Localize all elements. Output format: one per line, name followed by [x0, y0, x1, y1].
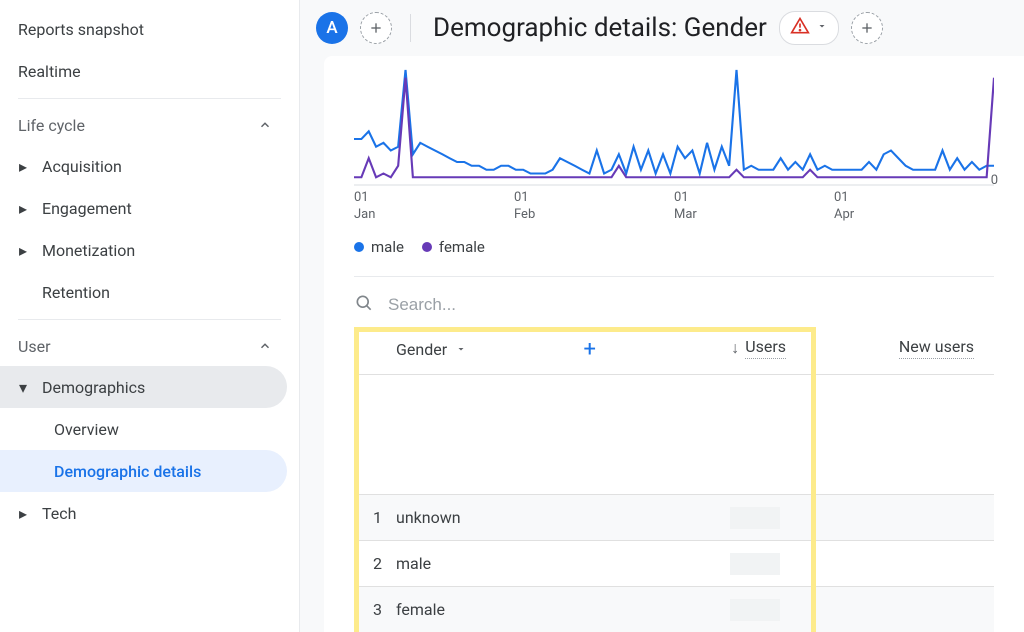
main: A Demographic details: Gender 0 [300, 0, 1024, 632]
x-tick: 01Apr [834, 190, 994, 224]
legend-item-male[interactable]: male [354, 238, 404, 256]
data-table: Gender + ↓ Users [354, 327, 994, 632]
section-life-cycle[interactable]: Life cycle [0, 105, 299, 145]
sidebar-item-label: Engagement [42, 199, 132, 218]
sidebar-item-label: Retention [42, 283, 110, 302]
table-search[interactable] [324, 277, 1024, 327]
chevron-up-icon [255, 336, 275, 356]
sidebar-item-acquisition[interactable]: ▸ Acquisition [0, 145, 287, 187]
caret-right-icon: ▸ [18, 157, 28, 176]
caret-right-icon: ▸ [18, 199, 28, 218]
caret-right-icon: ▸ [18, 241, 28, 260]
topbar: A Demographic details: Gender [300, 0, 1024, 56]
divider [18, 319, 281, 320]
caret-down-icon: ▾ [18, 378, 28, 397]
divider [18, 98, 281, 99]
nav-reports-snapshot[interactable]: Reports snapshot [0, 8, 287, 50]
table-zone: Gender + ↓ Users [354, 327, 994, 632]
table-row[interactable]: 2male [354, 541, 994, 587]
sidebar-item-monetization[interactable]: ▸ Monetization [0, 229, 287, 271]
avatar[interactable]: A [316, 12, 348, 44]
row-index: 2 [354, 541, 396, 587]
row-label: unknown [396, 495, 626, 541]
warning-icon [790, 16, 810, 40]
y-axis-label-min: 0 [991, 173, 998, 188]
row-users [626, 541, 806, 587]
chevron-down-icon [816, 20, 828, 36]
row-label: female [396, 587, 626, 632]
sidebar-item-label: Acquisition [42, 157, 122, 176]
sidebar: Reports snapshot Realtime Life cycle ▸ A… [0, 0, 300, 632]
page-title: Demographic details: Gender [433, 13, 767, 43]
add-dimension-button[interactable]: + [584, 337, 626, 362]
sidebar-item-engagement[interactable]: ▸ Engagement [0, 187, 287, 229]
chevron-down-icon [455, 340, 467, 359]
x-tick: 01Jan [354, 190, 514, 224]
section-label: Life cycle [18, 116, 85, 135]
sidebar-item-retention[interactable]: ▸ Retention [0, 271, 287, 313]
content-card: 0 01Jan01Feb01Mar01Apr male female [324, 56, 1024, 632]
sort-desc-icon: ↓ [731, 338, 739, 358]
sidebar-item-tech[interactable]: ▸ Tech [0, 492, 287, 534]
sidebar-item-label: Demographics [42, 378, 145, 397]
row-index: 3 [354, 587, 396, 632]
search-icon [354, 293, 374, 317]
x-tick: 01Mar [674, 190, 834, 224]
legend-item-female[interactable]: female [422, 238, 485, 256]
dimension-dropdown[interactable]: Gender [396, 340, 467, 359]
search-input[interactable] [388, 295, 994, 315]
chevron-up-icon [255, 115, 275, 135]
row-users [626, 587, 806, 632]
column-header-users[interactable]: ↓ Users [626, 337, 786, 359]
row-new-users [806, 495, 994, 541]
row-index: 1 [354, 495, 396, 541]
add-widget-button[interactable] [851, 12, 883, 44]
add-comparison-button[interactable] [360, 12, 392, 44]
sidebar-item-overview[interactable]: Overview [0, 408, 287, 450]
sidebar-item-demographic-details[interactable]: Demographic details [0, 450, 287, 492]
thresholding-warning-chip[interactable] [779, 11, 839, 45]
row-new-users [806, 541, 994, 587]
divider [410, 14, 411, 42]
row-label: male [396, 541, 626, 587]
section-label: User [18, 337, 51, 356]
table-row[interactable]: 1unknown [354, 495, 994, 541]
x-tick: 01Feb [514, 190, 674, 224]
sidebar-item-demographics[interactable]: ▾ Demographics [0, 366, 287, 408]
caret-right-icon: ▸ [18, 504, 28, 523]
section-user[interactable]: User [0, 326, 299, 366]
chart-region: 0 01Jan01Feb01Mar01Apr male female [324, 56, 1024, 256]
row-new-users [806, 587, 994, 632]
x-axis-ticks: 01Jan01Feb01Mar01Apr [354, 190, 994, 224]
row-users [626, 495, 806, 541]
sidebar-item-label: Monetization [42, 241, 135, 260]
chart-legend: male female [354, 238, 994, 256]
table-row[interactable]: 3female [354, 587, 994, 632]
nav-realtime[interactable]: Realtime [0, 50, 287, 92]
line-chart [354, 66, 994, 186]
sidebar-item-label: Tech [42, 504, 76, 523]
column-header-new-users[interactable]: New users [806, 337, 974, 359]
